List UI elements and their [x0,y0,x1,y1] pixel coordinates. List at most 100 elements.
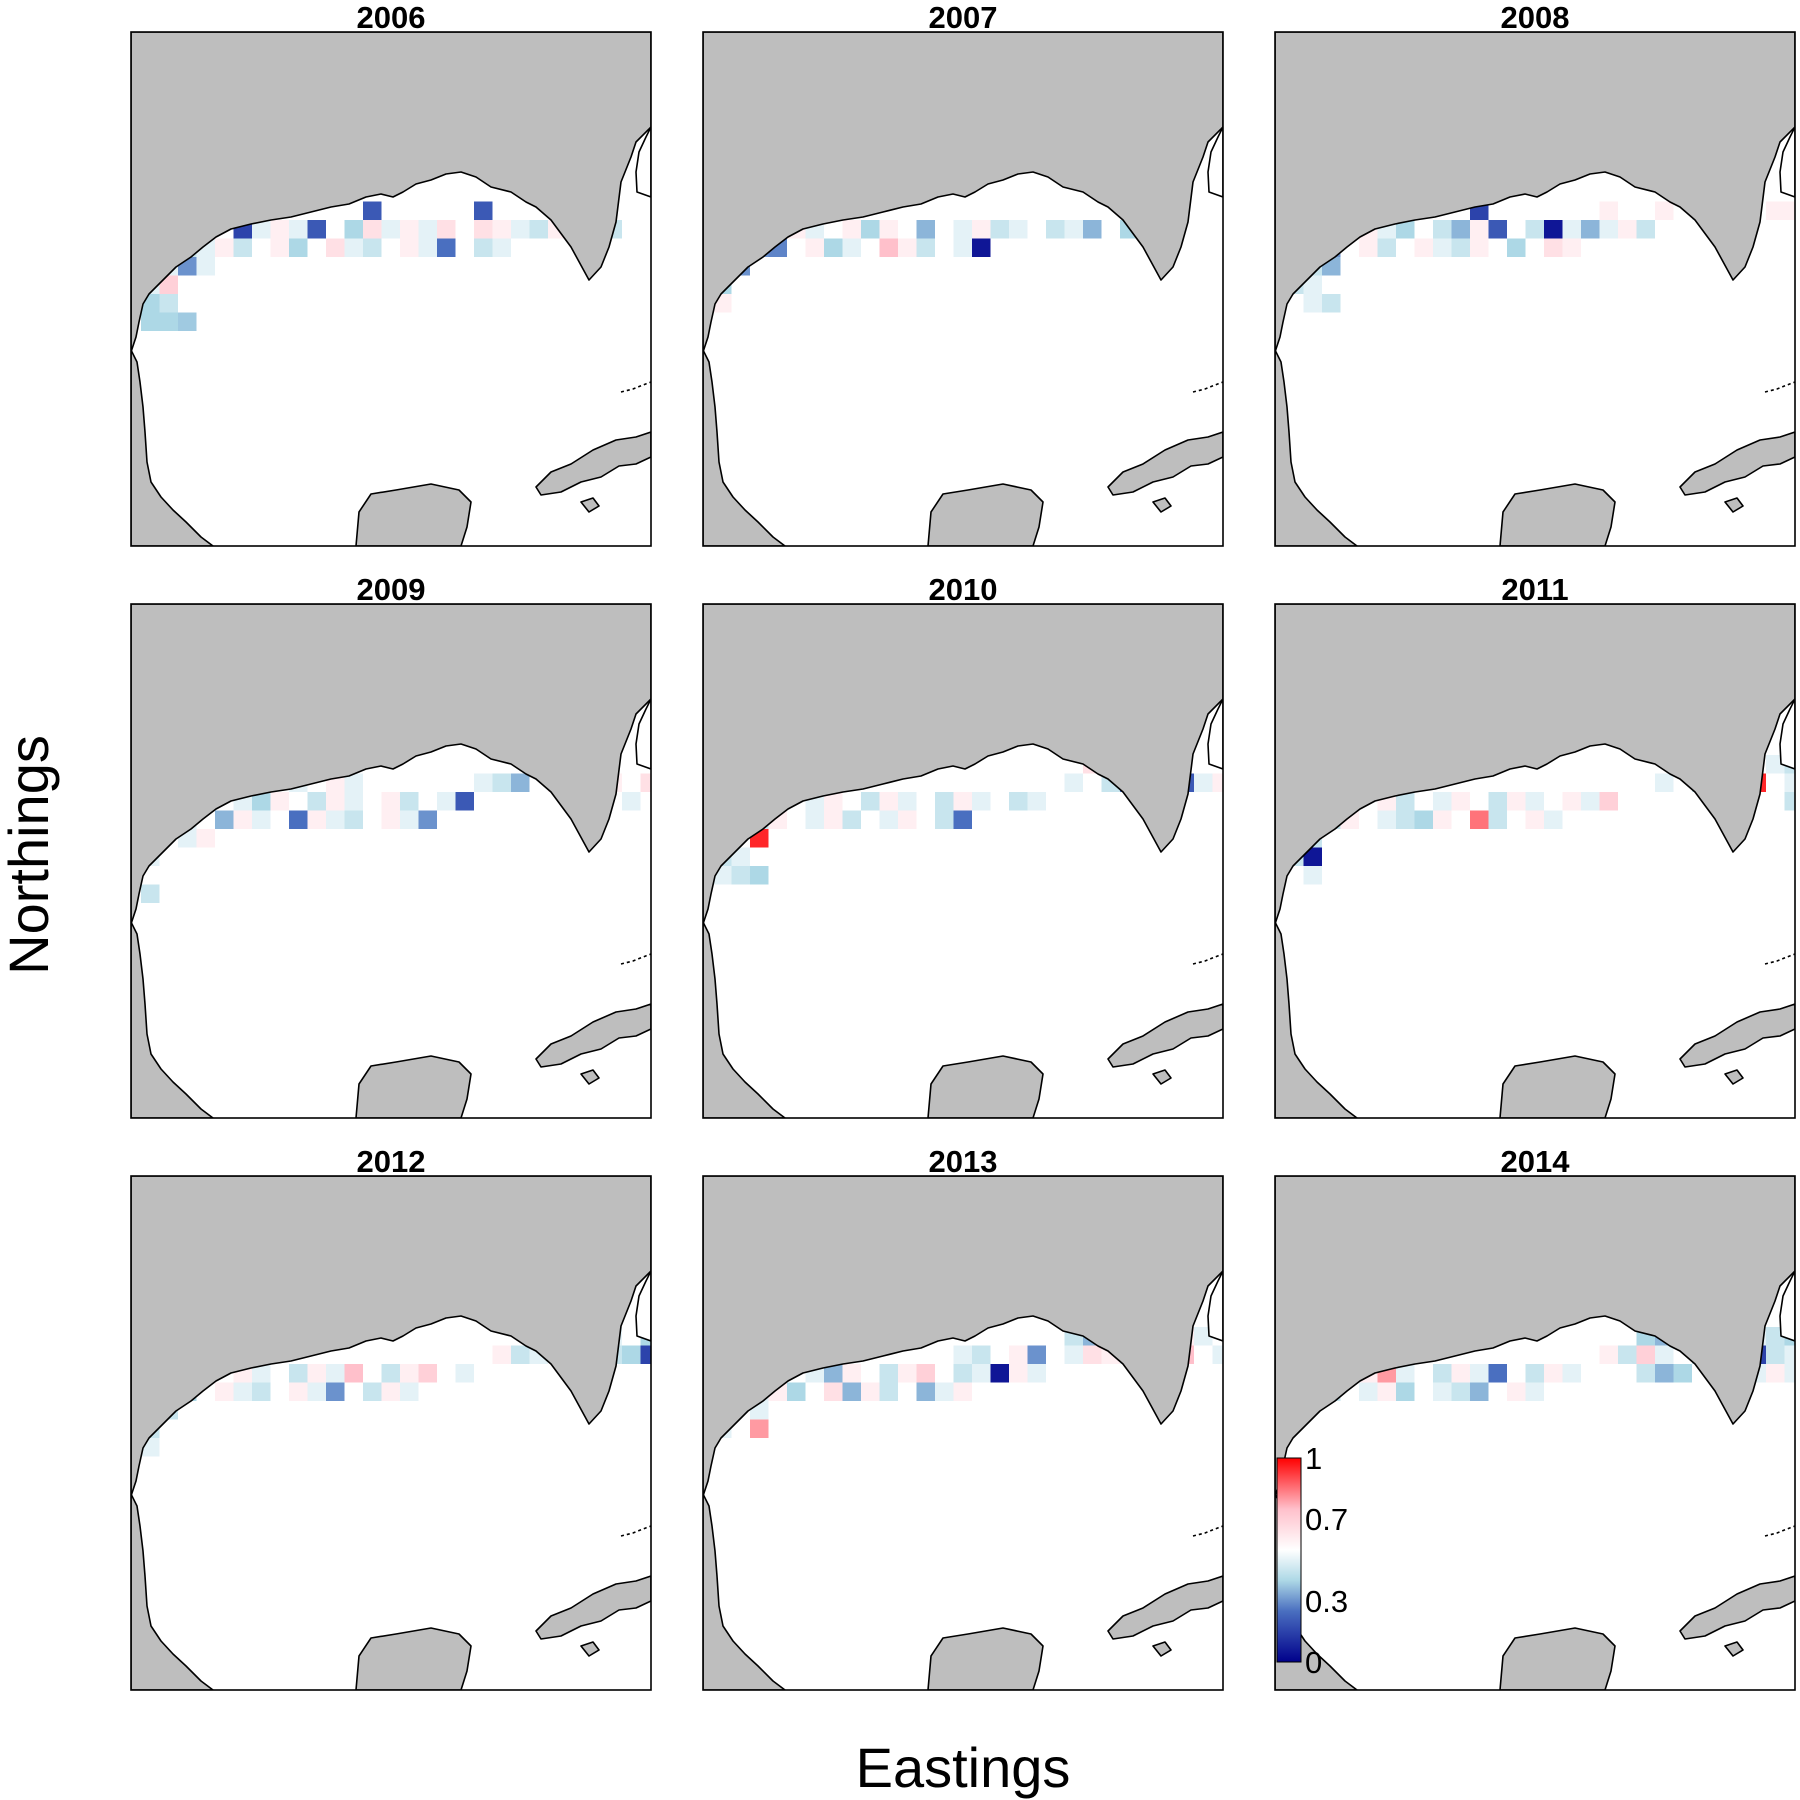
heatmap-cell [326,238,345,257]
panel-title: 2007 [929,0,998,35]
heatmap-cell [972,792,991,811]
heatmap-cell [270,1364,289,1383]
heatmap-cell [916,792,935,811]
heatmap-cell [381,238,400,257]
heatmap-cell [1433,792,1452,811]
heatmap-cell [1525,1382,1544,1401]
heatmap-cell [418,1364,437,1383]
heatmap-cell [1194,1327,1213,1346]
heatmap-cell [1507,810,1526,829]
y-axis-title: Northings [0,735,60,975]
heatmap-cell [1470,220,1489,239]
atlantic-water [1207,1270,1223,1342]
land-cuba [1679,1575,1795,1640]
heatmap-cell [1636,220,1655,239]
heatmap-cell [178,312,197,331]
heatmap-cell [1377,238,1396,257]
panel-frame [1274,603,1796,1119]
heatmap-cell [1470,810,1489,829]
florida-keys [620,381,651,393]
map-panel-2010: 2010 [702,572,1269,1119]
heatmap-cell [953,810,972,829]
heatmap-cell [289,220,308,239]
panel-frame [702,31,1224,547]
heatmap-cell [1009,1364,1028,1383]
heatmap-cell [1784,792,1795,811]
heatmap-cell [879,1364,898,1383]
heatmap-cell [1083,220,1102,239]
florida-keys [1192,381,1223,393]
heatmap-cell [842,220,861,239]
heatmap-cell [326,792,345,811]
heatmap-cell [1451,792,1470,811]
panel-frame [702,1175,1224,1691]
heatmap-cell [400,1364,419,1383]
heatmap-cell [787,1382,806,1401]
florida-keys [1764,1525,1795,1537]
heatmap-cell [824,810,843,829]
land-cuba [1107,1003,1223,1068]
heatmap-cell [990,238,1009,257]
heatmap-cell [678,1364,697,1383]
heatmap-cell [307,1364,326,1383]
heatmap-cell [1231,1327,1250,1346]
heatmap-cell [233,1382,252,1401]
land-yucatan [927,1055,1044,1118]
heatmap-cell [307,238,326,257]
heatmap-cell [953,238,972,257]
land-north-america [1275,1176,1795,1497]
heatmap-cell [492,220,511,239]
land-north-america [703,604,1223,925]
heatmap-cell [935,220,954,239]
heatmap-cell [1636,1364,1655,1383]
heatmap-cell [842,810,861,829]
heatmap-cell [215,810,234,829]
heatmap-cell [953,1345,972,1364]
heatmap-cell [1581,220,1600,239]
heatmap-cell [935,810,954,829]
land-cuba [1107,1575,1223,1640]
heatmap-cell [307,1382,326,1401]
heatmap-cell [1525,238,1544,257]
heatmap-cell [363,201,382,220]
heatmap-cell [879,238,898,257]
heatmap-cell [1525,220,1544,239]
heatmap-cell [898,810,917,829]
heatmap-cell [659,774,678,793]
heatmap-cell [1396,792,1415,811]
heatmap-cell [363,220,382,239]
heatmap-cell [659,1327,678,1346]
heatmap-cell [418,810,437,829]
heatmap-cell [1562,220,1581,239]
heatmap-cell [1027,1345,1046,1364]
heatmap-cell [842,1364,861,1383]
heatmap-cell [344,220,363,239]
heatmap-cell [529,220,548,239]
heatmap-cell [1562,238,1581,257]
heatmap-cell [270,1382,289,1401]
heatmap-cell [861,220,880,239]
heatmap-cell [1396,220,1415,239]
land-yucatan [1499,1627,1616,1690]
heatmap-cell [1618,1345,1637,1364]
land-cuba [535,1575,651,1640]
land-yucatan [927,483,1044,546]
map-panel-2007: 2007 [702,0,1224,547]
heatmap-cell [1231,774,1250,793]
heatmap-cell [1250,811,1269,830]
heatmap-cell [289,238,308,257]
heatmap-cell [787,238,806,257]
heatmap-cell [344,773,363,792]
heatmap-cell [1083,1345,1102,1364]
heatmap-cell [1433,1382,1452,1401]
land-isle-of-youth [1724,497,1744,513]
heatmap-cell [678,1401,697,1420]
heatmap-cell [953,1364,972,1383]
heatmap-cell [381,1364,400,1383]
heatmap-cell [455,220,474,239]
heatmap-cell [1451,238,1470,257]
heatmap-cell [289,810,308,829]
heatmap-cell [344,810,363,829]
heatmap-cell [159,312,178,331]
heatmap-cell [1655,201,1674,220]
